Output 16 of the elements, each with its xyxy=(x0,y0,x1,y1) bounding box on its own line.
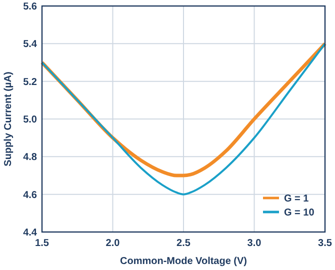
x-tick-label: 3.0 xyxy=(247,238,262,249)
y-tick-label: 5.6 xyxy=(23,2,38,12)
y-tick-label: 5.0 xyxy=(23,114,38,126)
y-tick-label: 4.4 xyxy=(23,228,38,238)
x-tick-label: 2.5 xyxy=(176,238,191,249)
y-tick-label: 5.4 xyxy=(23,39,38,50)
y-tick-label: 4.8 xyxy=(23,152,38,164)
legend-label: G = 10 xyxy=(284,208,315,218)
x-tick-label: 1.5 xyxy=(35,238,50,249)
x-axis-title: Common-Mode Voltage (V) xyxy=(120,256,248,267)
y-tick-label: 5.2 xyxy=(23,76,38,88)
y-tick-label: 4.6 xyxy=(23,190,38,201)
y-axis-title: Supply Current (µA) xyxy=(3,72,14,166)
x-tick-label: 2.0 xyxy=(106,238,120,249)
x-tick-label: 3.5 xyxy=(318,238,332,249)
legend-label: G = 1 xyxy=(284,194,310,204)
